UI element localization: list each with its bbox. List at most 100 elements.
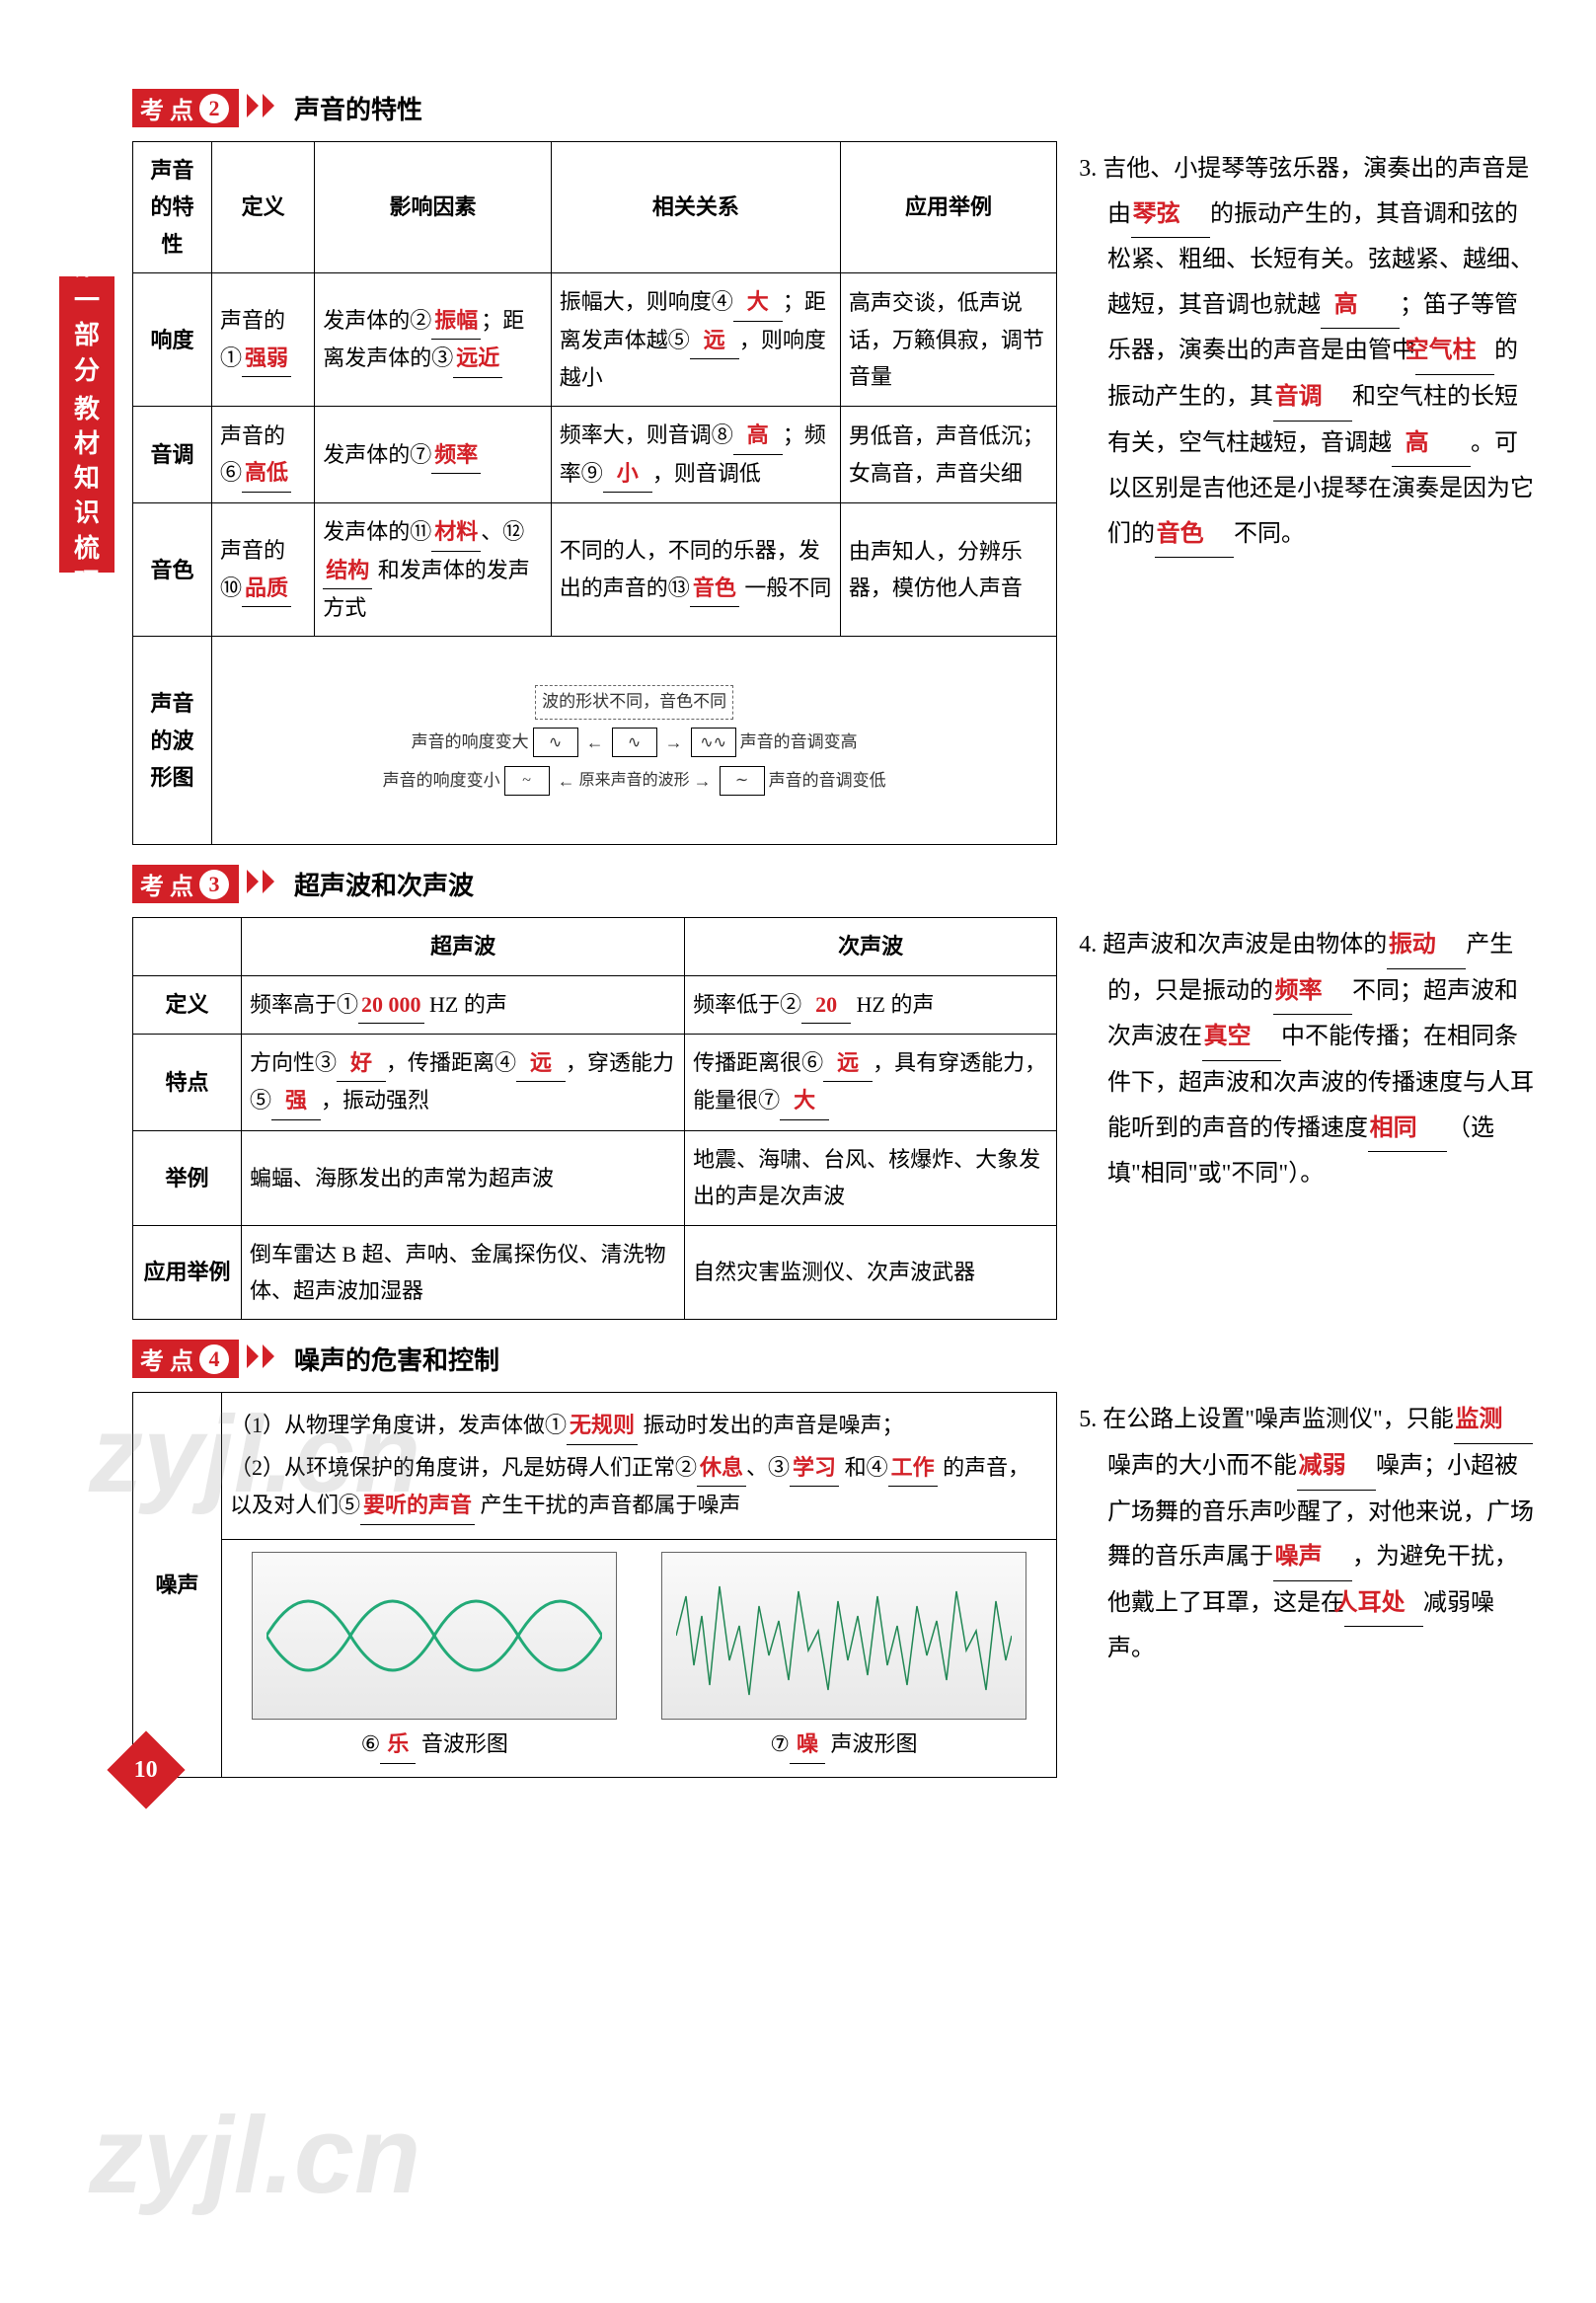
factor-cell: 发声体的⑦频率 [315,407,552,503]
text-run: 发声体的② [323,308,431,333]
right-note-3: 3. 吉他、小提琴等弦乐器，演奏出的声音是由琴弦的振动产生的，其音调和弦的松紧、… [1107,147,1537,558]
arrow-icon: ← [558,766,575,797]
side-tab-char: 识 [74,498,100,528]
fill-blank: 大 [780,1082,829,1119]
ultrasound-cell: 方向性③好，传播距离④远，穿透能力⑤强，振动强烈 [242,1035,685,1131]
kaodian-number: 2 [199,94,229,123]
fill-blank: 真空 [1202,1015,1281,1061]
fill-blank: 远近 [453,340,502,377]
text-run: 传播距离很⑥ [693,1050,823,1075]
kaodian-label: 考 点 3 [132,865,239,903]
kaodian-2-title: 声音的特性 [294,90,422,126]
example-cell: 男低音，声音低沉；女高音，声音尖细 [840,407,1056,503]
row-name: 应用举例 [133,1225,242,1320]
fill-blank: 乐 [380,1726,416,1763]
text-run: HZ 的声 [424,992,507,1017]
kaodian-number: 3 [199,870,229,899]
text-run: 、③ [746,1455,790,1480]
row-name: 定义 [133,975,242,1034]
fill-blank: 高 [1321,283,1400,330]
row-name: 特点 [133,1035,242,1131]
kaodian-label: 考 点 2 [132,89,239,127]
arrows-icon [247,870,280,899]
fill-blank: 休息 [697,1449,746,1487]
text-run: 产生干扰的声音都属于噪声 [475,1493,741,1517]
kaodian-3-title: 超声波和次声波 [294,866,474,902]
fill-blank: 强 [271,1082,321,1119]
music-wave-image [252,1552,617,1720]
noise-wave-image [661,1552,1026,1720]
table-row: 应用举例倒车雷达 B 超、声呐、金属探伤仪、清洗物体、超声波加湿器 自然灾害监测仪… [133,1225,1057,1320]
table-row: 音调声音的⑥高低发声体的⑦频率频率大，则音调⑧高；频率⑨小，则音调低男低音，声音… [133,407,1057,503]
example-cell: 由声知人，分辨乐器，模仿他人声音 [840,503,1056,637]
noise-rowname: 噪声 [133,1393,222,1777]
kaodian-4-title: 噪声的危害和控制 [294,1341,499,1377]
text-run: 在公路上设置"噪声监测仪"，只能 [1102,1407,1454,1432]
arrows-icon [247,1344,280,1374]
wave-left2: 声音的响度变小 [383,767,500,796]
text-run: 发声体的⑦ [323,442,431,467]
fill-blank: 监测 [1454,1398,1533,1444]
noise-wave-cell: ⑥乐 音波形图 ⑦噪 声波形图 [222,1539,1057,1777]
fill-blank: 20 000 [358,986,424,1024]
side-tab-char: 第 [74,251,100,281]
text-run: 振动时发出的声音是噪声； [638,1413,904,1437]
fill-blank: 小 [603,455,652,493]
fill-blank: 噪 [790,1726,825,1763]
factor-cell: 发声体的②振幅；距离发声体的③远近 [315,273,552,407]
definition-cell: 声音的⑩品质 [212,503,315,637]
example-cell: 高声交谈，低声说话，万籁俱寂，调节音量 [840,273,1056,407]
note-number: 5. [1079,1407,1102,1432]
table-header: 次声波 [685,918,1057,975]
arrow-icon: → [694,766,712,797]
wave-image-right-wrap: ⑦噪 声波形图 [661,1552,1026,1763]
wave-image-left-wrap: ⑥乐 音波形图 [252,1552,617,1763]
wave-diagram-cell: 波的形状不同，音色不同 声音的响度变大 ∿ ← ∿ → ∿∿ 声音的音调变高 [212,637,1057,845]
text-run: 倒车雷达 B 超、声呐、金属探伤仪、清洗物体、超声波加湿器 [250,1242,666,1303]
wave-center-icon: ∿ [612,728,657,757]
table-header: 超声波 [242,918,685,975]
fill-blank: 学习 [790,1449,839,1487]
text-run: ，则音调低 [652,461,761,486]
section-3-columns: 超声波次声波 定义频率高于①20 000 HZ 的声频率低于②20 HZ 的声特… [109,917,1537,1320]
kaodian-3-header: 考 点 3 超声波和次声波 [132,865,1537,903]
wave-row-name: 声音的波形图 [133,637,212,845]
noise-definitions: （1）从物理学角度讲，发声体做①无规则 振动时发出的声音是噪声；（2）从环境保护… [222,1393,1057,1539]
text-run: 振幅大，则响度④ [560,289,733,314]
arrows-icon [247,94,280,123]
side-tab-char: 教 [74,394,100,424]
kaodian-number: 4 [199,1344,229,1374]
sound-characteristics-table: 声音的特性定义影响因素相关关系应用举例 响度声音的①强弱发声体的②振幅；距离发声… [132,141,1057,845]
text-run: 频率大，则音调⑧ [560,422,733,447]
fill-blank: 减弱 [1297,1444,1376,1491]
text-run: 自然灾害监测仪、次声波武器 [693,1260,975,1284]
text-run: 地震、海啸、台风、核爆炸、大象发出的声是次声波 [693,1147,1040,1208]
fill-blank: 音色 [690,570,739,607]
side-tab-char: 部 [74,320,100,350]
fill-blank: 远 [823,1044,873,1082]
fill-blank: 材料 [431,513,481,551]
fill-blank: 强弱 [242,340,291,377]
row-name: 举例 [133,1130,242,1225]
kaodian-label-text: 考 点 [140,1342,193,1376]
table-header: 影响因素 [315,142,552,273]
fill-blank: 要听的声音 [360,1487,475,1524]
text-run: 不同。 [1234,521,1305,547]
infrasound-cell: 传播距离很⑥远，具有穿透能力，能量很⑦大 [685,1035,1057,1131]
right-note-5: 5. 在公路上设置"噪声监测仪"，只能监测噪声的大小而不能减弱噪声；小超被广场舞… [1107,1398,1537,1672]
fill-blank: 结构 [323,552,372,589]
text-run: 频率高于① [250,992,358,1017]
table-header: 相关关系 [551,142,840,273]
relation-cell: 不同的人，不同的乐器，发出的声音的⑬音色 一般不同 [551,503,840,637]
fill-blank: 相同 [1368,1107,1447,1153]
table-row: 响度声音的①强弱发声体的②振幅；距离发声体的③远近振幅大，则响度④大；距离发声体… [133,273,1057,407]
fill-blank: 品质 [242,570,291,607]
fill-blank: 大 [733,283,783,321]
fill-blank: 远 [690,322,739,359]
side-tab-char: 一 [74,285,100,316]
wave-node-icon: ∿ [533,728,578,757]
kaodian-label-text: 考 点 [140,91,193,125]
table-row: 定义频率高于①20 000 HZ 的声频率低于②20 HZ 的声 [133,975,1057,1034]
fill-blank: 音色 [1155,512,1234,559]
fill-blank: 人耳处 [1344,1581,1423,1628]
